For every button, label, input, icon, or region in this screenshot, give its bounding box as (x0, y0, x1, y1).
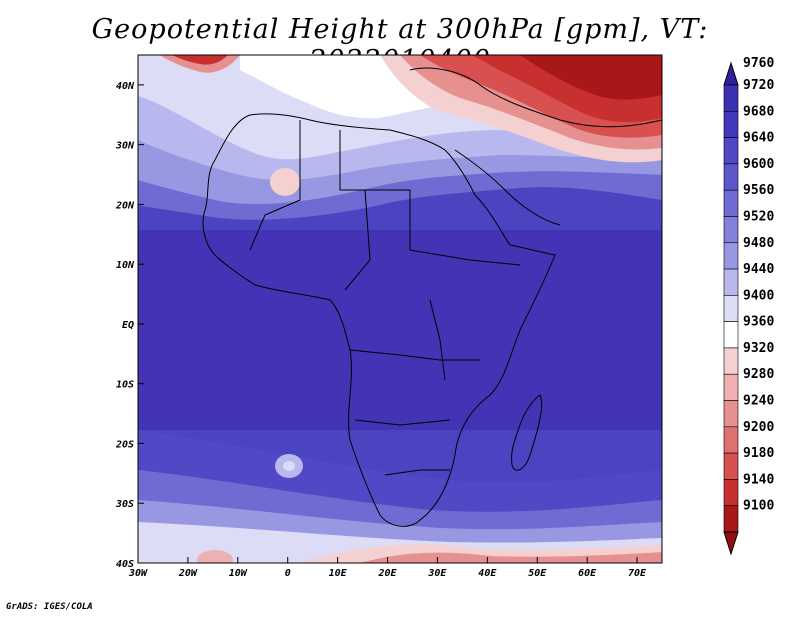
colorbar-label: 9440 (743, 262, 774, 277)
lon-tick-label: 10W (229, 568, 248, 579)
colorbar-bottom-arrow (723, 531, 739, 556)
colorbar-label: 9600 (743, 157, 774, 172)
colorbar-label: 9200 (743, 420, 774, 435)
lon-tick-label: 10E (329, 568, 348, 579)
colorbar-swatch (723, 400, 739, 428)
colorbar-swatch (723, 479, 739, 507)
colorbar-label: 9280 (743, 367, 774, 382)
lon-tick-label: 60E (578, 568, 597, 579)
lon-tick-label: 30W (128, 568, 148, 579)
colorbar-label: 9100 (743, 499, 774, 514)
lat-tick-label: 20S (115, 439, 134, 450)
lon-tick-label: 30E (427, 568, 447, 579)
lat-tick-label: 30S (115, 499, 134, 510)
colorbar-swatch (723, 321, 739, 349)
credit-label: GrADS: IGES/COLA (6, 602, 93, 612)
colorbar-label: 9480 (743, 236, 774, 251)
colorbar-swatch (723, 452, 739, 480)
colorbar-label: 9180 (743, 446, 774, 461)
map-frame (137, 54, 663, 564)
coastlines (202, 67, 662, 527)
colorbar-label: 9140 (743, 472, 774, 487)
colorbar-label: 9400 (743, 288, 774, 303)
colorbar-label: 9320 (743, 341, 774, 356)
colorbar-label: 9560 (743, 183, 774, 198)
colorbar-swatch (723, 137, 739, 165)
colorbar-swatch (723, 295, 739, 322)
colorbar-label: 9720 (743, 78, 774, 93)
colorbar-swatch (723, 110, 739, 138)
colorbar-swatch (723, 163, 739, 191)
latitude-ticks: 40N 30N 20N 10N EQ 10S 20S 30S 40S (115, 81, 144, 570)
colorbar-label: 9360 (743, 315, 774, 330)
lon-tick-label: 40E (478, 568, 497, 579)
colorbar-swatch (723, 189, 739, 217)
height-field (138, 55, 662, 563)
lat-tick-label: 40N (116, 81, 135, 92)
colorbar-label: 9520 (743, 209, 774, 224)
colorbar-swatch (723, 505, 739, 533)
lon-tick-label: 50E (528, 568, 547, 579)
colorbar-swatch (723, 84, 739, 112)
colorbar-label: 9240 (743, 394, 774, 409)
colorbar-swatch (723, 268, 739, 296)
colorbar-swatch (723, 426, 739, 454)
colorbar: 9760 9720 9680 9640 9600 9560 9520 9480 9440 9400… (723, 56, 774, 556)
lon-tick-label: 20E (377, 568, 397, 579)
colorbar-label: 9760 (743, 56, 774, 71)
lon-tick-label: 20W (178, 568, 198, 579)
colorbar-swatch (723, 216, 739, 244)
colorbar-swatch (723, 347, 739, 375)
lat-tick-label: 30N (115, 141, 135, 152)
lat-tick-label: 40S (116, 559, 134, 570)
lon-tick-label: 0 (285, 568, 291, 579)
lat-tick-label: 20N (115, 200, 135, 211)
lat-tick-label: 10S (116, 380, 134, 391)
longitude-ticks: 30W 20W 10W 0 10E 20E 30E 40E 50E 60E 70E (128, 557, 647, 579)
colorbar-top-arrow (723, 61, 739, 86)
colorbar-swatch (723, 242, 739, 270)
lat-tick-label: EQ (122, 320, 134, 331)
colorbar-label: 9680 (743, 104, 774, 119)
lat-tick-label: 10N (116, 260, 135, 271)
lon-tick-label: 70E (628, 568, 647, 579)
colorbar-swatch (723, 373, 739, 401)
colorbar-label: 9640 (743, 131, 774, 146)
